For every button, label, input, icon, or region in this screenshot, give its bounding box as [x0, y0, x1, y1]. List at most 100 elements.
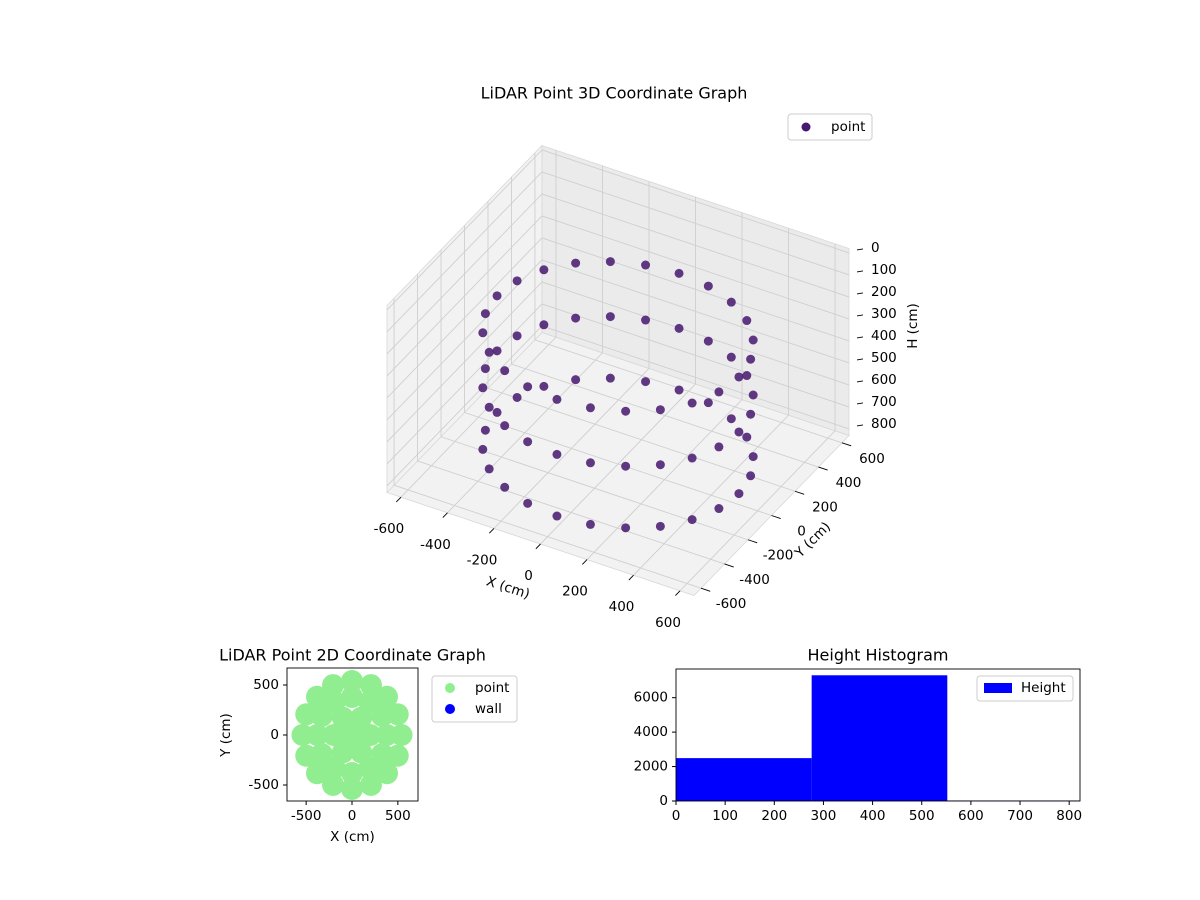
y-tick-label: -600: [716, 596, 747, 612]
z-tick: [856, 336, 864, 339]
x-tick-label: -600: [374, 521, 405, 537]
bar: [676, 758, 812, 801]
point: [746, 354, 756, 364]
point: [571, 258, 581, 268]
y-tick-label: 200: [812, 499, 838, 515]
grid-line: [386, 215, 543, 377]
y-tick: [700, 587, 711, 592]
point: [539, 320, 549, 330]
point: [742, 432, 752, 442]
point: [371, 743, 394, 765]
y-tick-label: -200: [763, 548, 794, 564]
point: [552, 511, 562, 521]
x-axis-label: X (cm): [330, 829, 375, 845]
point: [523, 437, 533, 447]
point: [734, 427, 744, 437]
point: [305, 685, 328, 708]
point: [500, 482, 510, 492]
point: [605, 373, 615, 383]
x-tick-label: 200: [761, 808, 787, 824]
z-tick-label: 200: [871, 284, 897, 300]
grid-line: [417, 460, 725, 565]
point: [742, 316, 752, 326]
x-tick: [675, 590, 681, 596]
point: [605, 312, 615, 322]
point: [523, 382, 533, 392]
point: [687, 453, 697, 463]
x-tick-label: 500: [385, 808, 411, 824]
point: [340, 778, 363, 800]
point: [641, 377, 651, 387]
grid-line: [440, 436, 749, 541]
point: [371, 705, 394, 727]
point: [655, 521, 665, 531]
bar: [811, 675, 948, 801]
point: [571, 375, 581, 385]
z-tick: [856, 248, 864, 251]
point: [552, 394, 562, 404]
grid-line: [541, 281, 850, 386]
point: [310, 743, 333, 765]
x-tick-label: 700: [1007, 808, 1033, 824]
y-tick-label: 400: [836, 475, 862, 491]
x-tick-label: 0: [348, 808, 357, 824]
z-tick: [856, 292, 864, 295]
z-tick-label: 800: [871, 416, 897, 432]
point: [376, 762, 399, 785]
x-tick: [582, 559, 588, 565]
legend-marker: [445, 683, 455, 693]
point: [621, 461, 631, 471]
point: [674, 268, 684, 278]
point: [306, 724, 329, 746]
y-tick-label: 4000: [634, 724, 668, 740]
point: [478, 328, 488, 338]
point: [742, 371, 752, 381]
z-tick-label: 300: [871, 306, 897, 322]
point: [484, 464, 494, 474]
x-tick-label: 0: [524, 568, 533, 584]
x-tick: [628, 574, 634, 581]
y-tick: [794, 490, 805, 495]
point: [322, 674, 345, 697]
point: [350, 706, 373, 729]
point: [350, 741, 373, 764]
point: [571, 313, 581, 323]
grid-line: [487, 387, 796, 492]
chart-title: LiDAR Point 2D Coordinate Graph: [219, 646, 486, 665]
grid-line: [386, 193, 543, 355]
x-tick-label: 600: [958, 808, 984, 824]
legend-box: [787, 113, 873, 141]
point: [714, 387, 724, 397]
point: [748, 452, 758, 462]
point: [492, 407, 502, 417]
x-tick: [395, 496, 402, 503]
z-tick-label: 500: [871, 350, 897, 366]
grid-line: [541, 325, 850, 430]
point: [340, 670, 363, 692]
z-tick: [856, 314, 864, 317]
point: [726, 297, 736, 307]
point: [641, 260, 651, 270]
point: [734, 489, 744, 499]
legend-box: [431, 675, 518, 723]
z-tick: [856, 270, 864, 273]
point: [359, 773, 382, 796]
grid-line: [393, 484, 702, 589]
point: [492, 291, 502, 301]
y-tick-label: 2000: [634, 759, 668, 775]
grid-line: [386, 171, 543, 333]
y-tick: [724, 563, 734, 568]
point: [480, 309, 490, 319]
grid-line: [386, 237, 543, 399]
point: [655, 405, 665, 415]
z-axis-label: H (cm): [905, 303, 921, 349]
point: [478, 444, 488, 454]
y-tick-label: -500: [248, 777, 279, 793]
point: [621, 523, 631, 533]
y-tick-label: 0: [797, 524, 806, 540]
y-tick-label: 0: [659, 793, 668, 809]
point: [484, 347, 494, 357]
plot-area: [676, 675, 1080, 801]
point: [703, 398, 713, 408]
